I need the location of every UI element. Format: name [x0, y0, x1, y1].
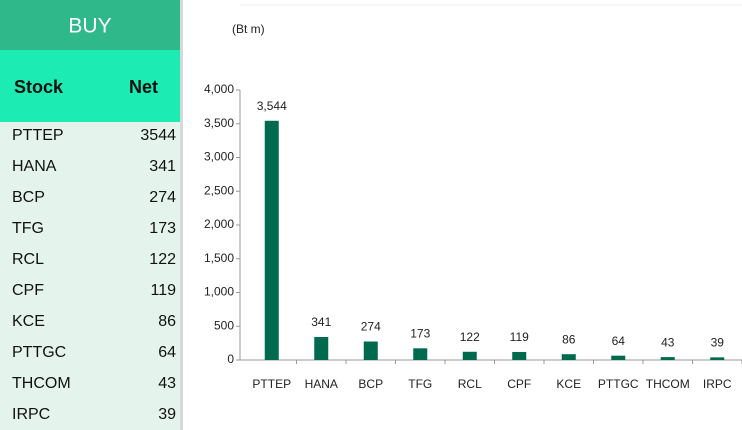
bar — [264, 120, 279, 360]
value-label: 119 — [510, 330, 529, 344]
table-body-bg — [0, 122, 180, 430]
net-value: 119 — [150, 282, 176, 299]
bar — [462, 351, 477, 360]
value-label: 173 — [410, 326, 430, 340]
x-tick-label: HANA — [305, 377, 338, 391]
y-tick-label: 4,000 — [204, 82, 234, 96]
net-value: 274 — [149, 189, 176, 206]
y-tick-label: 0 — [227, 352, 234, 366]
stock-name: THCOM — [12, 375, 71, 392]
stock-name: RCL — [12, 251, 44, 268]
net-value: 3544 — [140, 127, 176, 144]
panel-shadow — [180, 0, 183, 430]
bar — [710, 357, 725, 360]
bar — [561, 354, 576, 360]
x-tick-label: THCOM — [646, 377, 690, 391]
y-tick-label: 1,500 — [204, 251, 234, 265]
stock-name: TFG — [12, 220, 44, 237]
x-tick-label: PTTGC — [598, 377, 639, 391]
y-tick-label: 3,500 — [204, 116, 234, 130]
column-header: Stock — [14, 77, 64, 97]
value-label: 43 — [661, 335, 675, 349]
unit-label: (Bt m) — [232, 22, 265, 36]
y-tick-label: 500 — [214, 318, 234, 332]
x-tick-label: KCE — [556, 377, 581, 391]
x-tick-label: RCL — [458, 377, 482, 391]
net-value: 122 — [149, 251, 176, 268]
y-tick-label: 3,000 — [204, 150, 234, 164]
x-tick-label: BCP — [358, 377, 383, 391]
stock-name: CPF — [12, 282, 44, 299]
x-tick-label: TFG — [408, 377, 432, 391]
net-value: 64 — [158, 344, 176, 361]
net-value: 43 — [158, 375, 176, 392]
value-label: 64 — [612, 334, 626, 348]
stock-name: PTTGC — [12, 344, 66, 361]
y-tick-label: 2,500 — [204, 183, 234, 197]
value-label: 274 — [361, 320, 381, 334]
value-label: 341 — [311, 315, 331, 329]
stock-name: IRPC — [12, 406, 50, 423]
bar — [512, 351, 527, 360]
y-tick-label: 2,000 — [204, 217, 234, 231]
column-header-bg — [0, 50, 180, 122]
value-label: 3,544 — [257, 99, 287, 113]
stock-name: HANA — [12, 158, 57, 175]
stock-name: KCE — [12, 313, 45, 330]
bar — [611, 355, 626, 360]
y-tick-label: 1,000 — [204, 285, 234, 299]
x-tick-label: IRPC — [703, 377, 732, 391]
bar — [660, 357, 675, 360]
net-value: 341 — [149, 158, 176, 175]
net-value: 86 — [158, 313, 176, 330]
table-title: BUY — [68, 15, 111, 38]
value-label: 39 — [711, 336, 725, 350]
net-value: 173 — [149, 220, 176, 237]
x-tick-label: PTTEP — [252, 377, 291, 391]
bar — [413, 348, 428, 360]
net-value: 39 — [158, 406, 176, 423]
stock-name: BCP — [12, 189, 45, 206]
column-header: Net — [129, 77, 158, 97]
buy-header-bg — [0, 0, 180, 50]
bar — [314, 336, 329, 360]
stock-name: PTTEP — [12, 127, 64, 144]
value-label: 86 — [562, 332, 576, 346]
bar — [363, 341, 378, 360]
x-tick-label: CPF — [507, 377, 531, 391]
value-label: 122 — [460, 330, 480, 344]
